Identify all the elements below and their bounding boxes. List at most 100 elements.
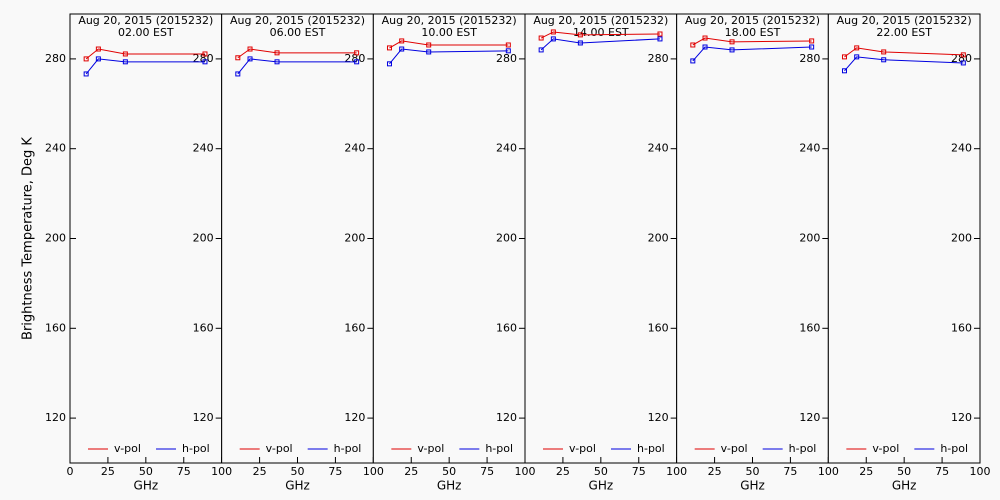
point [95,56,101,62]
y-tick-label: 120 [193,411,214,424]
y-tick-label: 120 [799,411,820,424]
y-axis-label: Brightness Temperature, Deg K [21,137,36,340]
point [274,50,280,56]
y-tick-label: 160 [496,321,517,334]
series-line [844,56,964,72]
legend-label: h-pol [182,442,210,455]
x-tick-label: 75 [632,465,646,478]
series-line [692,46,812,62]
point [95,46,101,52]
y-tick-label: 240 [45,142,66,155]
panel-subtitle: 06.00 EST [270,26,326,39]
point [538,35,544,41]
point [960,60,966,66]
x-tick-label: 75 [177,465,191,478]
x-tick-label: 100 [666,465,687,478]
y-tick-label: 240 [648,142,669,155]
y-tick-label: 160 [951,321,972,334]
legend-label: h-pol [637,442,665,455]
point [841,54,847,60]
series-line [85,48,205,60]
y-tick-label: 280 [648,52,669,65]
point [202,59,208,65]
x-axis-label: GHz [892,479,917,493]
panel-subtitle: 14.00 EST [573,26,629,39]
panel [524,13,678,464]
y-tick-label: 160 [648,321,669,334]
panel-subtitle: 18.00 EST [725,26,781,39]
y-tick-label: 120 [496,411,517,424]
panel-title: Aug 20, 2015 (2015232) [685,14,820,27]
point [841,68,847,74]
point [83,56,89,62]
panel [221,13,374,464]
point [577,32,583,38]
point [202,51,208,57]
panel-title: Aug 20, 2015 (2015232) [533,14,668,27]
legend-label: h-pol [485,442,513,455]
x-tick-label: 100 [818,465,839,478]
point [690,42,696,48]
series-line [692,37,812,46]
point [729,39,735,45]
x-axis-label: GHz [285,479,310,493]
panel [827,13,981,464]
y-tick-label: 240 [496,142,517,155]
x-tick-label: 25 [101,465,115,478]
point [122,51,128,57]
x-tick-label: 50 [139,465,153,478]
legend-label: h-pol [334,442,362,455]
point [550,29,556,35]
series-line [844,47,964,58]
y-tick-label: 240 [193,142,214,155]
point [354,50,360,56]
x-tick-label: 25 [708,465,722,478]
y-tick-label: 280 [45,52,66,65]
legend-label: v-pol [872,442,899,455]
x-tick-label: 100 [363,465,384,478]
point [122,59,128,65]
x-tick-label: 50 [594,465,608,478]
point [274,59,280,65]
x-tick-label: 0 [67,465,74,478]
point [247,46,253,52]
y-tick-label: 240 [799,142,820,155]
x-tick-label: 25 [859,465,873,478]
x-tick-label: 25 [404,465,418,478]
y-tick-label: 120 [344,411,365,424]
panel-subtitle: 10.00 EST [421,26,477,39]
panel-title: Aug 20, 2015 (2015232) [382,14,517,27]
y-tick-label: 280 [496,52,517,65]
x-axis-label: GHz [740,479,765,493]
x-tick-label: 75 [935,465,949,478]
panel-title: Aug 20, 2015 (2015232) [78,14,213,27]
series-line [389,48,509,65]
x-tick-label: 50 [442,465,456,478]
point [577,40,583,46]
y-tick-label: 280 [799,52,820,65]
y-tick-label: 160 [45,321,66,334]
panel [372,13,526,464]
x-tick-label: 100 [970,465,991,478]
x-tick-label: 25 [253,465,267,478]
point [426,42,432,48]
panel-subtitle: 02.00 EST [118,26,174,39]
series-line [237,48,357,59]
y-tick-label: 200 [45,232,66,245]
point [809,38,815,44]
point [235,71,241,77]
legend-label: v-pol [721,442,748,455]
y-tick-label: 120 [45,411,66,424]
y-tick-label: 200 [496,232,517,245]
point [505,42,511,48]
point [538,47,544,53]
legend-label: v-pol [266,442,293,455]
y-tick-label: 120 [648,411,669,424]
legend-label: h-pol [940,442,968,455]
y-tick-label: 240 [951,142,972,155]
point [854,45,860,51]
y-tick-label: 200 [799,232,820,245]
x-axis-label: GHz [437,479,462,493]
y-tick-label: 280 [951,52,972,65]
